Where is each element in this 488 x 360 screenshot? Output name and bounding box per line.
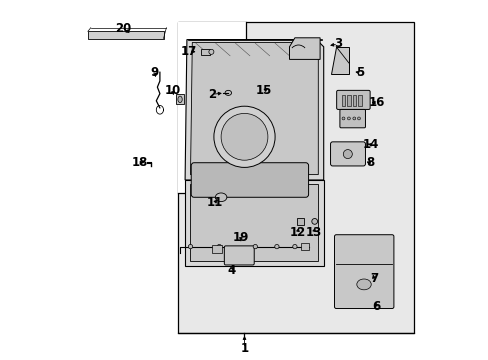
Text: 20: 20 [115, 22, 131, 35]
Ellipse shape [178, 96, 182, 103]
Bar [296, 218, 303, 225]
Text: 8: 8 [366, 156, 374, 169]
Circle shape [221, 113, 267, 160]
Ellipse shape [342, 117, 344, 120]
Bar [88, 31, 163, 39]
Circle shape [213, 106, 275, 167]
Ellipse shape [292, 244, 296, 249]
Text: 7: 7 [369, 273, 377, 285]
Ellipse shape [217, 244, 221, 249]
Bar [176, 94, 183, 104]
Bar [200, 49, 209, 55]
Text: 18: 18 [132, 156, 148, 169]
FancyBboxPatch shape [334, 235, 393, 309]
Ellipse shape [188, 244, 192, 249]
Text: 10: 10 [164, 84, 180, 97]
Bar [178, 22, 246, 193]
Text: 9: 9 [150, 66, 158, 78]
Text: 16: 16 [368, 96, 385, 109]
Text: 15: 15 [256, 84, 272, 97]
Bar [346, 95, 350, 106]
Text: 1: 1 [240, 342, 248, 355]
Ellipse shape [343, 150, 351, 158]
Polygon shape [330, 47, 348, 74]
Text: 17: 17 [180, 45, 197, 58]
Ellipse shape [357, 117, 360, 120]
Text: 19: 19 [232, 231, 248, 244]
Text: 11: 11 [206, 196, 223, 209]
FancyBboxPatch shape [336, 90, 369, 109]
Text: 13: 13 [305, 226, 322, 239]
Text: 2: 2 [207, 88, 216, 101]
Bar [300, 243, 308, 250]
Ellipse shape [215, 193, 226, 202]
Ellipse shape [253, 244, 257, 249]
Bar [190, 184, 318, 261]
FancyBboxPatch shape [191, 163, 308, 197]
Ellipse shape [347, 117, 349, 120]
Text: 5: 5 [355, 66, 363, 79]
Bar [341, 95, 345, 106]
Bar [212, 245, 222, 253]
Text: 12: 12 [289, 226, 305, 239]
Ellipse shape [311, 219, 317, 224]
Polygon shape [289, 38, 320, 59]
Ellipse shape [224, 90, 231, 95]
Ellipse shape [356, 279, 370, 290]
Bar [352, 95, 355, 106]
Bar [357, 95, 361, 106]
Polygon shape [190, 42, 318, 175]
Text: 4: 4 [227, 264, 236, 277]
Ellipse shape [208, 49, 213, 54]
FancyBboxPatch shape [339, 109, 365, 128]
FancyBboxPatch shape [330, 142, 365, 166]
Ellipse shape [274, 244, 279, 249]
Polygon shape [185, 180, 323, 266]
FancyBboxPatch shape [224, 246, 254, 265]
Polygon shape [185, 40, 323, 180]
Ellipse shape [352, 117, 355, 120]
Text: 3: 3 [333, 37, 342, 50]
Text: 14: 14 [362, 138, 379, 151]
Text: 6: 6 [371, 300, 379, 313]
Bar [178, 22, 413, 333]
